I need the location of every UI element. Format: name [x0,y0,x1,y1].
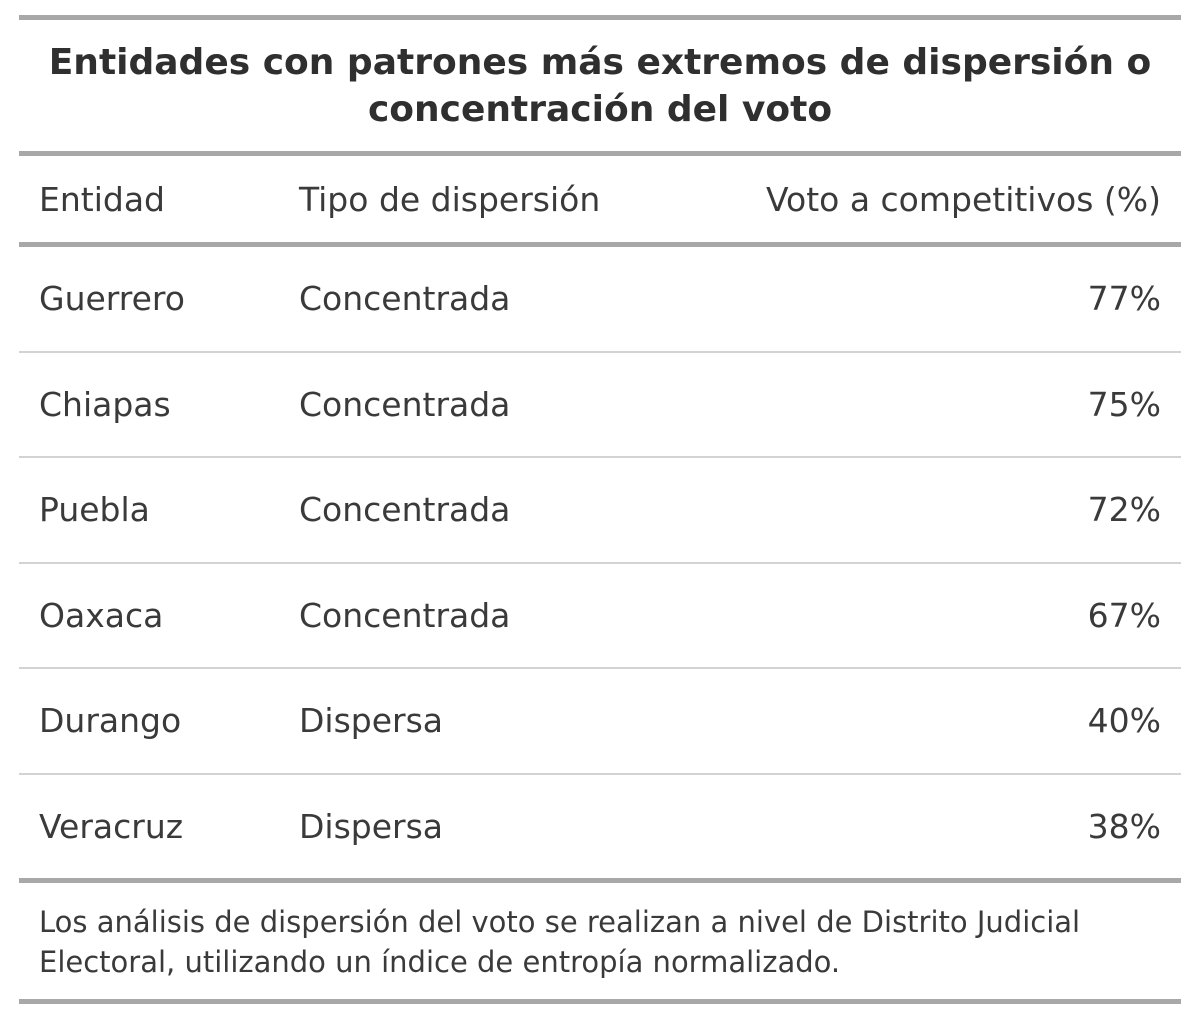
data-table: Entidades con patrones más extremos de d… [19,15,1181,1004]
cell-entidad: Chiapas [39,384,171,424]
table-footnote: Los análisis de dispersión del voto se r… [39,905,1081,979]
row-divider [19,772,1181,775]
cell-voto-competitivos: 67% [1087,595,1161,635]
body-divider [19,878,1181,883]
cell-tipo-dispersion: Concentrada [299,384,511,424]
cell-tipo-dispersion: Dispersa [299,806,444,846]
row-divider [19,561,1181,564]
cell-entidad: Guerrero [39,279,185,319]
cell-tipo-dispersion: Concentrada [299,595,511,635]
header-row: Entidad Tipo de dispersión Voto a compet… [19,156,1181,242]
cell-voto-competitivos: 72% [1087,490,1161,530]
table-row: Oaxaca Concentrada 67% [19,564,1181,668]
title-divider [19,151,1181,156]
column-header-entidad: Entidad [39,179,165,219]
row-divider [19,667,1181,669]
table-row: Veracruz Dispersa 38% [19,775,1181,879]
cell-tipo-dispersion: Dispersa [299,701,444,741]
table-row: Chiapas Concentrada 75% [19,353,1181,457]
cell-entidad: Veracruz [39,806,184,846]
table-row: Guerrero Concentrada 77% [19,247,1181,351]
table-title: Entidades con patrones más extremos de d… [48,41,1152,130]
table-row: Durango Dispersa 40% [19,669,1181,773]
table-body: Guerrero Concentrada 77% Chiapas Concentrada… [19,247,1181,878]
header-divider [19,242,1181,247]
cell-entidad: Puebla [39,490,150,530]
cell-entidad: Oaxaca [39,595,164,635]
cell-voto-competitivos: 38% [1087,806,1161,846]
cell-voto-competitivos: 40% [1087,701,1161,741]
column-header-voto-competitivos: Voto a competitivos (%) [766,179,1161,219]
table-row: Puebla Concentrada 72% [19,458,1181,562]
row-divider [19,350,1181,353]
cell-voto-competitivos: 77% [1087,279,1161,319]
cell-voto-competitivos: 75% [1087,384,1161,424]
cell-tipo-dispersion: Concentrada [299,279,511,319]
top-border [19,15,1181,20]
cell-tipo-dispersion: Concentrada [299,490,511,530]
cell-entidad: Durango [39,701,182,741]
bottom-border [19,999,1181,1004]
row-divider [19,456,1181,458]
column-header-tipo-dispersion: Tipo de dispersión [299,179,601,219]
